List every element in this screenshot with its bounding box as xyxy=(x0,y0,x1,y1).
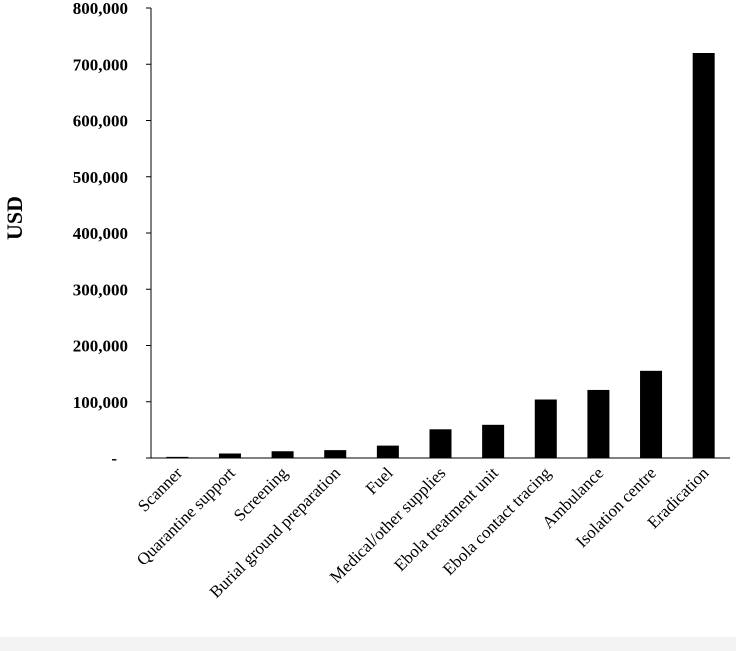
y-tick-label: 200,000 xyxy=(73,337,128,356)
y-tick-label: - xyxy=(111,449,117,468)
y-tick-label: 700,000 xyxy=(73,55,128,74)
bar xyxy=(166,456,189,458)
x-tick-label: Quarantine support xyxy=(133,463,239,569)
bar xyxy=(482,424,505,458)
bar xyxy=(324,450,347,458)
bottom-strip xyxy=(0,637,736,651)
y-tick-label: 800,000 xyxy=(73,0,128,18)
bar xyxy=(587,389,610,458)
bar xyxy=(271,451,294,458)
y-axis-label: USD xyxy=(2,196,27,240)
bars xyxy=(166,53,715,458)
bar xyxy=(534,399,557,458)
bar xyxy=(640,370,663,458)
x-tick-label: Fuel xyxy=(362,463,397,498)
y-tick-label: 500,000 xyxy=(73,168,128,187)
y-tick-label: 400,000 xyxy=(73,224,128,243)
y-tick-label: 100,000 xyxy=(73,393,128,412)
bar xyxy=(429,429,452,458)
bar xyxy=(376,445,399,458)
bar xyxy=(692,53,715,458)
y-axis: - 100,000 200,000 300,000 400,000 500,000 600,… xyxy=(73,0,151,468)
y-tick-label: 300,000 xyxy=(73,280,128,299)
x-tick-label: Scanner xyxy=(134,463,186,515)
y-tick-label: 600,000 xyxy=(73,112,128,131)
bar xyxy=(218,453,241,458)
